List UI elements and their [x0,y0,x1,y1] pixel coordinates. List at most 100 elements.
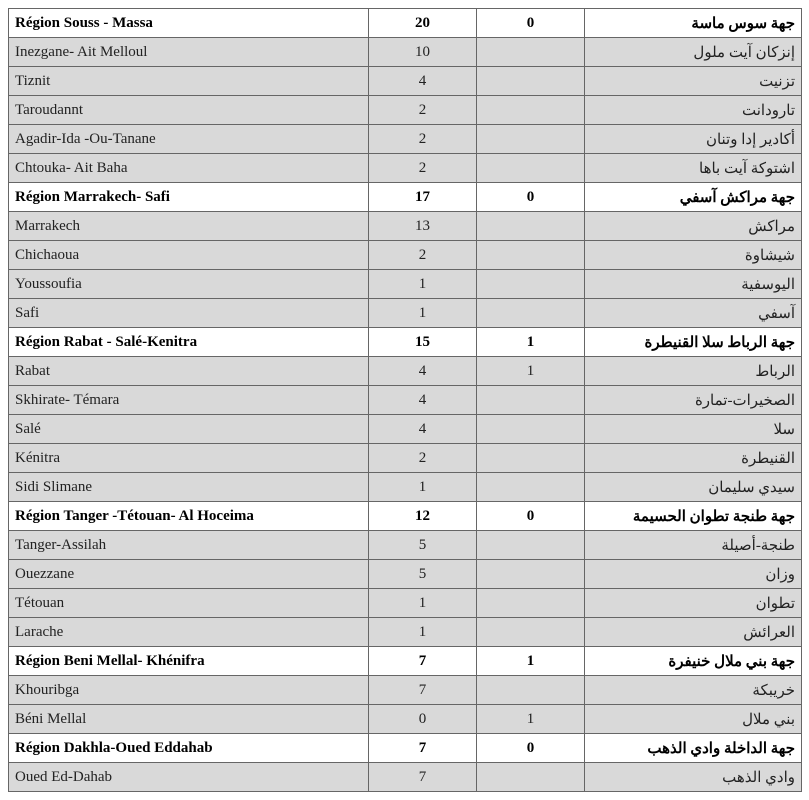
cell-value-1: 7 [369,647,477,676]
cell-french-name: Région Dakhla-Oued Eddahab [9,734,369,763]
cell-value-2 [477,444,585,473]
cell-value-1: 7 [369,734,477,763]
table-row: Région Rabat - Salé-Kenitra151جهة الرباط… [9,328,802,357]
cell-french-name: Chtouka- Ait Baha [9,154,369,183]
table-row: Chtouka- Ait Baha2 اشتوكة آيت باها [9,154,802,183]
table-row: Région Beni Mellal- Khénifra71جهة بني مل… [9,647,802,676]
cell-value-1: 1 [369,270,477,299]
table-row: Kénitra2القنيطرة [9,444,802,473]
cell-french-name: Ouezzane [9,560,369,589]
table-row: Oued Ed-Dahab7وادي الذهب [9,763,802,792]
cell-french-name: Taroudannt [9,96,369,125]
cell-value-1: 2 [369,125,477,154]
cell-arabic-name: وزان [585,560,802,589]
cell-french-name: Oued Ed-Dahab [9,763,369,792]
cell-french-name: Agadir-Ida -Ou-Tanane [9,125,369,154]
cell-french-name: Région Souss - Massa [9,9,369,38]
cell-value-2 [477,299,585,328]
cell-arabic-name: أكادير إدا وتنان [585,125,802,154]
cell-value-2: 1 [477,357,585,386]
cell-value-2 [477,473,585,502]
table-row: Ouezzane5وزان [9,560,802,589]
cell-value-2 [477,386,585,415]
cell-arabic-name: إنزكان آيت ملول [585,38,802,67]
cell-value-2: 1 [477,647,585,676]
cell-value-2: 0 [477,502,585,531]
cell-value-1: 2 [369,96,477,125]
cell-french-name: Inezgane- Ait Melloul [9,38,369,67]
cell-arabic-name: جهة طنجة تطوان الحسيمة [585,502,802,531]
cell-value-2 [477,560,585,589]
cell-french-name: Larache [9,618,369,647]
cell-value-2 [477,676,585,705]
cell-value-1: 7 [369,763,477,792]
cell-value-2 [477,67,585,96]
cell-value-2 [477,38,585,67]
cell-value-1: 7 [369,676,477,705]
cell-value-1: 5 [369,531,477,560]
cell-value-1: 4 [369,67,477,96]
cell-value-1: 4 [369,357,477,386]
table-row: Béni Mellal01بني ملال [9,705,802,734]
cell-french-name: Kénitra [9,444,369,473]
cell-value-1: 15 [369,328,477,357]
cell-value-1: 1 [369,589,477,618]
cell-value-1: 4 [369,415,477,444]
cell-arabic-name: طنجة-أصيلة [585,531,802,560]
table-row: Khouribga7خريبكة [9,676,802,705]
table-row: Skhirate- Témara4 الصخيرات-تمارة [9,386,802,415]
cell-value-2 [477,589,585,618]
table-row: Région Dakhla-Oued Eddahab70جهة الداخلة … [9,734,802,763]
cell-french-name: Marrakech [9,212,369,241]
table-row: Youssoufia1اليوسفية [9,270,802,299]
cell-value-1: 20 [369,9,477,38]
cell-arabic-name: الصخيرات-تمارة [585,386,802,415]
cell-arabic-name: اشتوكة آيت باها [585,154,802,183]
cell-french-name: Région Marrakech- Safi [9,183,369,212]
cell-arabic-name: الرباط [585,357,802,386]
table-row: Larache1العرائش [9,618,802,647]
cell-value-2 [477,241,585,270]
cell-value-2: 1 [477,328,585,357]
cell-french-name: Skhirate- Témara [9,386,369,415]
cell-value-1: 13 [369,212,477,241]
cell-value-2: 0 [477,183,585,212]
cell-french-name: Tanger-Assilah [9,531,369,560]
table-row: Inezgane- Ait Melloul10إنزكان آيت ملول [9,38,802,67]
region-table-body: Région Souss - Massa200جهة سوس ماسةInezg… [9,9,802,792]
cell-french-name: Chichaoua [9,241,369,270]
cell-value-1: 1 [369,618,477,647]
cell-arabic-name: بني ملال [585,705,802,734]
cell-french-name: Safi [9,299,369,328]
cell-french-name: Région Beni Mellal- Khénifra [9,647,369,676]
cell-arabic-name: خريبكة [585,676,802,705]
cell-french-name: Région Rabat - Salé-Kenitra [9,328,369,357]
cell-arabic-name: جهة بني ملال خنيفرة [585,647,802,676]
table-row: Région Marrakech- Safi170جهة مراكش آسفي [9,183,802,212]
table-row: Sidi Slimane1سيدي سليمان [9,473,802,502]
cell-arabic-name: مراكش [585,212,802,241]
cell-french-name: Rabat [9,357,369,386]
cell-value-1: 4 [369,386,477,415]
cell-value-2 [477,763,585,792]
cell-value-1: 2 [369,444,477,473]
cell-french-name: Région Tanger -Tétouan- Al Hoceima [9,502,369,531]
cell-value-1: 1 [369,473,477,502]
cell-value-2 [477,212,585,241]
cell-arabic-name: شيشاوة [585,241,802,270]
cell-value-2: 0 [477,9,585,38]
table-row: Marrakech13 مراكش [9,212,802,241]
cell-value-1: 2 [369,154,477,183]
cell-french-name: Youssoufia [9,270,369,299]
table-row: Salé4سلا [9,415,802,444]
region-table: Région Souss - Massa200جهة سوس ماسةInezg… [8,8,802,792]
table-row: Rabat41الرباط [9,357,802,386]
cell-value-1: 1 [369,299,477,328]
cell-french-name: Tiznit [9,67,369,96]
cell-value-1: 12 [369,502,477,531]
cell-value-2: 0 [477,734,585,763]
cell-value-1: 0 [369,705,477,734]
table-row: Chichaoua2شيشاوة [9,241,802,270]
table-row: Tanger-Assilah5 طنجة-أصيلة [9,531,802,560]
cell-arabic-name: آسفي [585,299,802,328]
